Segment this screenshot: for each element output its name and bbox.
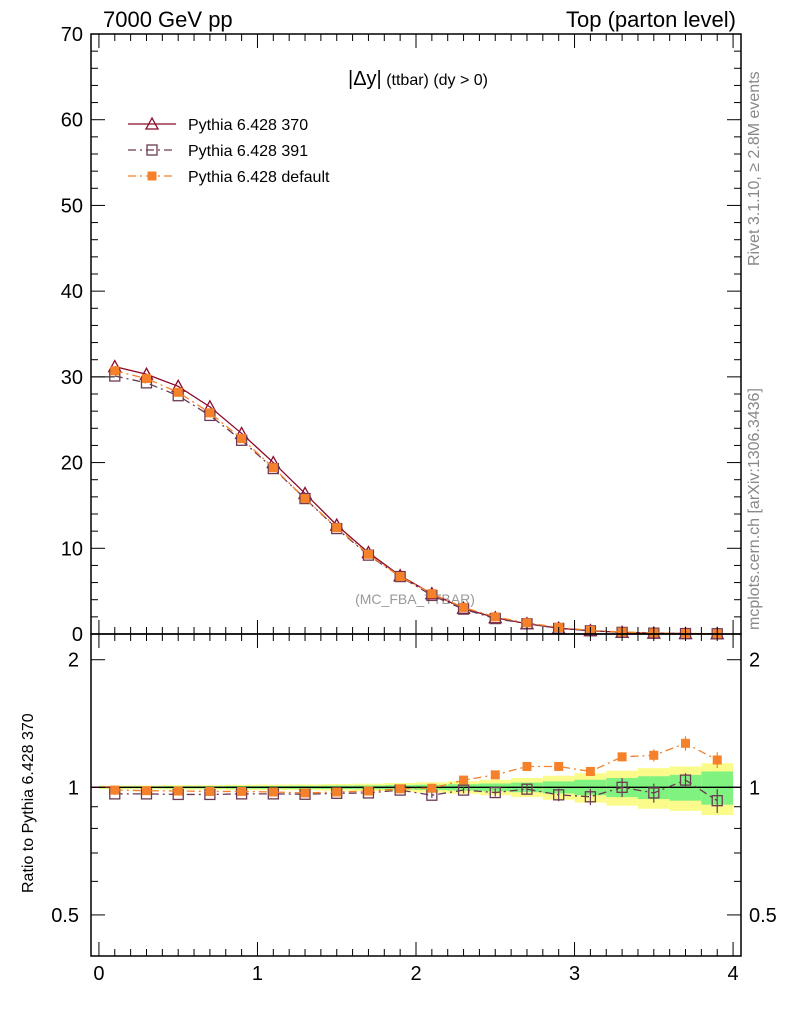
ratio-data-point: [489, 786, 501, 799]
ratio-y-tick-label: 0.5: [51, 905, 79, 927]
x-tick-label: 1: [252, 963, 263, 985]
y-tick-label: 30: [61, 367, 83, 389]
data-point: [490, 612, 500, 622]
ratio-data-point: [679, 774, 692, 786]
ratio-data-point: [616, 781, 628, 793]
data-point: [300, 494, 310, 504]
x-tick-label: 3: [569, 963, 580, 985]
ratio-data-point: [521, 783, 533, 795]
analysis-watermark: (MC_FBA_TTBAR): [355, 591, 475, 607]
ratio-data-point: [553, 789, 565, 801]
ratio-series-line: [114, 742, 718, 794]
ratio-data-point: [300, 788, 310, 798]
ratio-y-tick-label: 1: [68, 777, 79, 799]
ratio-data-point: [711, 795, 723, 807]
ratio-data-point: [617, 752, 627, 762]
data-point: [427, 589, 437, 599]
data-point: [299, 492, 311, 505]
ratio-data-point: [110, 785, 120, 795]
data-point: [110, 366, 120, 376]
data-point: [363, 549, 373, 559]
plot-title: |Δy| (ttbar) (dy > 0): [348, 68, 488, 90]
ratio-data-point: [649, 750, 659, 760]
ratio-data-point: [141, 786, 151, 796]
x-tick-label: 2: [410, 963, 421, 985]
legend: Pythia 6.428 370 Pythia 6.428 391 Pythia 6…: [128, 116, 330, 186]
legend-label: Pythia 6.428 default: [188, 169, 330, 186]
ratio-data-point: [554, 761, 564, 771]
ratio-series-pythia-6-428-default: [110, 736, 722, 798]
plot-title-main: |Δy|: [348, 68, 382, 90]
y-tick-label: 20: [61, 453, 83, 475]
data-point: [173, 387, 183, 397]
legend-label: Pythia 6.428 391: [188, 143, 308, 160]
ratio-data-point: [427, 783, 437, 793]
ratio-data-point: [584, 791, 597, 803]
data-point: [332, 523, 342, 533]
legend-marker: [146, 144, 158, 156]
ratio-y-tick-label-right: 0.5: [749, 905, 777, 927]
ratio-y-tick-label-right: 2: [749, 650, 760, 672]
header-process: 7000 GeV pp: [103, 7, 233, 32]
x-tick-label: 0: [93, 963, 104, 985]
ratio-data-point: [268, 787, 278, 797]
ratio-data-point: [522, 761, 532, 771]
data-point: [395, 572, 405, 582]
ratio-data-point: [395, 784, 405, 794]
ratio-y-tick-label: 2: [68, 650, 79, 672]
ratio-data-point: [648, 787, 660, 799]
ratio-data-point: [457, 784, 470, 796]
legend-marker: [144, 116, 160, 130]
y-tick-label: 40: [61, 281, 83, 303]
y-tick-label: 60: [61, 110, 83, 132]
data-point: [268, 463, 278, 473]
ratio-data-point: [585, 766, 595, 776]
data-point: [459, 602, 469, 612]
ratio-data-point: [490, 770, 500, 780]
y-tick-label: 50: [61, 195, 83, 217]
ratio-data-point: [205, 786, 215, 796]
data-point: [205, 408, 215, 418]
data-point: [237, 434, 247, 444]
ratio-data-point: [237, 786, 247, 796]
data-point: [522, 618, 532, 628]
y-tick-label: 10: [61, 538, 83, 560]
x-tick-label: 4: [728, 963, 739, 985]
y-tick-label: 70: [61, 24, 83, 46]
data-point: [394, 570, 406, 583]
ratio-data-point: [363, 786, 373, 796]
header-observable: Top (parton level): [566, 7, 736, 32]
ratio-y-tick-label-right: 1: [749, 777, 760, 799]
data-point: [141, 374, 151, 384]
plot-title-sub: (ttbar) (dy > 0): [382, 72, 488, 89]
ratio-data-point: [332, 787, 342, 797]
ratio-data-point: [712, 755, 722, 765]
legend-label: Pythia 6.428 370: [188, 117, 308, 134]
legend-marker: [147, 171, 157, 181]
series-line: [114, 370, 718, 635]
ratio-data-point: [681, 738, 691, 748]
y-tick-label: 0: [72, 624, 83, 646]
ratio-data-point: [459, 775, 469, 785]
ratio-data-point: [173, 786, 183, 796]
